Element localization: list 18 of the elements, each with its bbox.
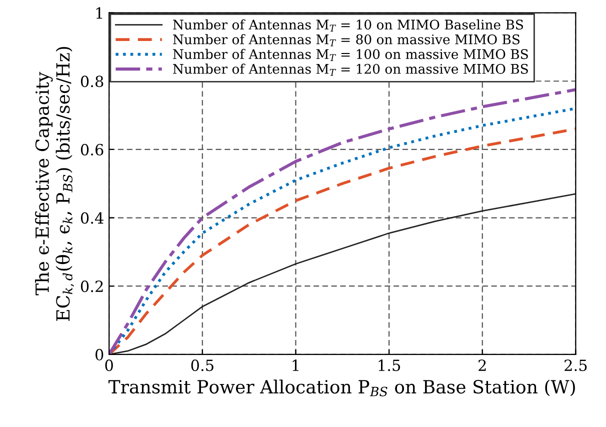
x-tick-label: 1.5 [378,360,400,372]
x-tick-label: 0 [105,360,113,372]
x-tick-label: 2.5 [564,360,587,372]
y-tick-label: 0.4 [80,212,104,224]
legend-label: Number of Antennas M$_{T}$ = 120 on massive MIMO BS [173,64,528,76]
x-tick-label: 1 [292,360,298,371]
y-tick-label: 0.6 [80,144,104,156]
x-tick-label: 2 [478,360,486,371]
legend-label: Number of Antennas M$_{T}$ = 80 on massive MIMO BS [173,34,520,46]
y-tick-label: 0.8 [80,76,104,88]
legend-label: Number of Antennas M$_{T}$ = 100 on massive MIMO BS [173,48,528,61]
legend-label: Number of Antennas M$_{T}$ = 10 on MIMO Baseline BS [173,19,523,32]
x-axis-title: Transmit Power Allocation P$_{BS}$ on Base Station (W) [108,380,575,396]
y-tick-label: 0 [96,348,104,360]
y-tick-label: 0.2 [80,280,103,292]
y-tick-label: 1 [96,7,102,19]
text: The ϵ-Effective Capacity EC$_{k,d}$(θ$_{k}$, ϵ$_{k}$, P$_{BS}$) (bits/sec/Hz) [35,46,74,321]
x-tick-label: 0.5 [191,360,214,372]
